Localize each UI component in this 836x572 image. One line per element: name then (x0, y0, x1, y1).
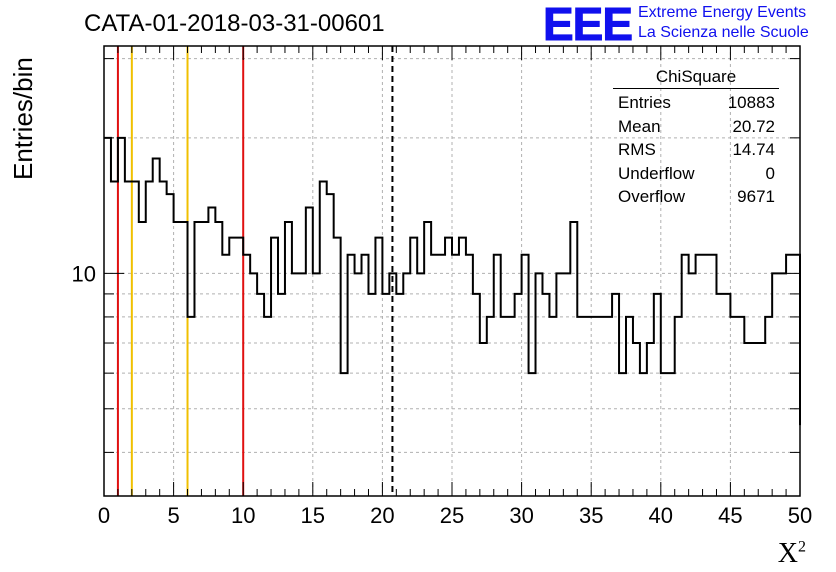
stat-value: 14.74 (732, 140, 775, 159)
stat-label: Overflow (618, 187, 686, 206)
histogram-line (104, 136, 801, 426)
x-tick-label: 50 (788, 503, 812, 528)
x-axis-label: X2 (778, 538, 806, 570)
x-tick-label: 40 (649, 503, 673, 528)
x-tick-label: 0 (98, 503, 110, 528)
x-tick-label: 35 (579, 503, 603, 528)
stat-label: Mean (618, 116, 661, 136)
stat-row-entries: Entries 10883 (613, 91, 779, 115)
stat-value: 10883 (727, 93, 775, 112)
eee-logo: EEE Extreme Energy Events La Scienza nel… (542, 0, 833, 51)
stat-row-overflow: Overflow 9671 (613, 185, 779, 209)
stats-title: ChiSquare (613, 67, 779, 89)
stat-label: RMS (618, 140, 656, 159)
x-tick-label: 30 (509, 503, 533, 528)
axis-tick-labels: 10 0 5 10 15 20 25 30 35 40 45 50 (72, 261, 813, 528)
logo-line-1: Extreme Energy Events (638, 4, 807, 21)
stat-label: Entries (618, 93, 671, 112)
x-tick-label: 15 (301, 503, 325, 528)
x-tick-label: 45 (718, 503, 742, 528)
x-tick-label: 25 (440, 503, 464, 528)
x-axis-label-superscript: 2 (798, 538, 806, 556)
x-tick-label: 5 (167, 503, 179, 528)
x-tick-label: 20 (370, 503, 394, 528)
stat-row-underflow: Underflow 0 (613, 162, 779, 186)
stat-label: Underflow (618, 163, 695, 183)
stats-box: ChiSquare Entries 10883 Mean 20.72 RMS 14.7… (613, 67, 779, 209)
stat-value: 0 (765, 163, 775, 183)
stat-row-mean: Mean 20.72 (613, 115, 779, 139)
reference-lines (116, 46, 394, 496)
x-tick-label: 10 (231, 503, 255, 528)
x-axis-label-text: X (777, 538, 798, 569)
stat-row-rms: RMS 14.74 (613, 138, 779, 162)
logo-line-2: La Scienza nelle Scuole (638, 24, 809, 41)
axis-ticks (103, 46, 801, 496)
stat-value: 20.72 (732, 116, 775, 136)
y-tick-label: 10 (72, 261, 96, 286)
chart-title: CATA-01-2018-03-31-00601 (84, 10, 385, 37)
logo-mark: EEE (542, 0, 633, 51)
stat-value: 9671 (737, 187, 775, 206)
